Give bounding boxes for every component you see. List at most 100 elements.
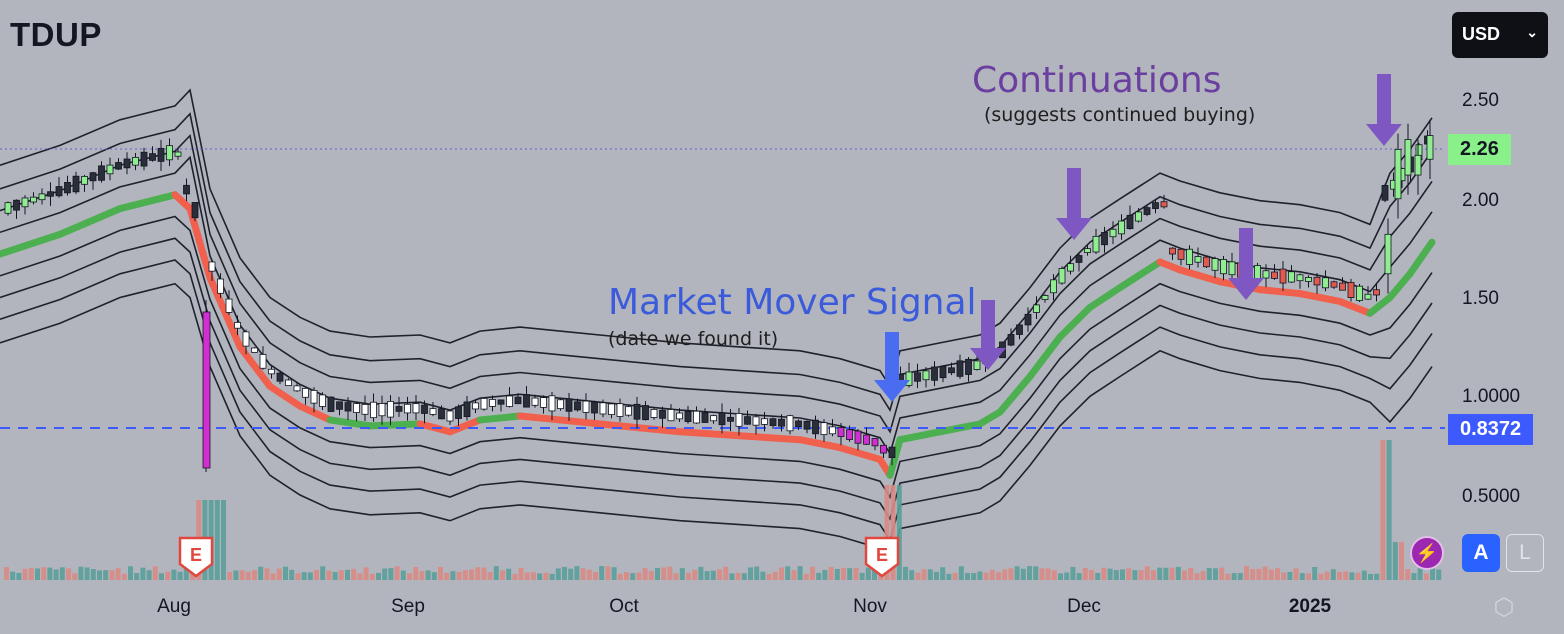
volume-bar xyxy=(791,570,797,580)
volume-bar xyxy=(952,572,958,580)
candle-body xyxy=(1092,235,1100,253)
volume-bar xyxy=(1070,566,1076,580)
candle-body xyxy=(540,397,547,408)
lightning-icon[interactable]: ⚡ xyxy=(1410,536,1444,570)
candle-body xyxy=(1288,271,1295,283)
continuation-arrow-4-head xyxy=(1366,124,1402,146)
volume-bar xyxy=(847,568,853,580)
settings-icon[interactable]: ⬡ xyxy=(1493,594,1515,621)
trend-line-segment xyxy=(736,432,804,444)
candle-body xyxy=(319,394,326,407)
trend-line-segment xyxy=(186,205,214,282)
candle-body xyxy=(948,367,955,374)
candle-body xyxy=(523,394,530,408)
candle-body xyxy=(208,261,216,272)
currency-selector[interactable]: USD ⌄ xyxy=(1452,12,1548,58)
volume-bar xyxy=(183,567,189,580)
volume-bar xyxy=(927,569,933,580)
volume-bar xyxy=(332,572,338,580)
candle-body xyxy=(429,408,437,415)
continuations-title: Continuations xyxy=(972,60,1222,101)
volume-bar xyxy=(1355,572,1361,580)
volume-bar xyxy=(661,567,667,580)
continuation-arrow-4-shaft xyxy=(1377,74,1391,126)
candle-body xyxy=(13,199,20,211)
volume-bar xyxy=(741,573,747,580)
envelope-band xyxy=(0,237,1433,521)
volume-bar xyxy=(1144,566,1150,580)
volume-bar xyxy=(1423,573,1429,580)
auto-scale-button[interactable]: A xyxy=(1462,534,1500,572)
trend-line-segment xyxy=(266,382,304,410)
envelope-band xyxy=(0,259,1433,543)
volume-bar xyxy=(735,572,741,580)
log-scale-button[interactable]: L xyxy=(1506,534,1544,572)
trend-line-segment xyxy=(1156,258,1184,274)
candle-body xyxy=(1067,263,1074,272)
volume-bar xyxy=(890,485,896,580)
volume-bar xyxy=(1002,569,1008,580)
candle-body xyxy=(285,379,292,386)
volume-bar xyxy=(1231,573,1237,580)
trend-line-segment xyxy=(836,444,884,463)
volume-bar xyxy=(996,572,1001,580)
volume-bar xyxy=(872,566,877,580)
candle-body xyxy=(268,368,275,375)
volume-bar xyxy=(841,567,846,580)
volume-bar xyxy=(376,572,381,580)
volume-bar xyxy=(673,573,679,580)
candle-body xyxy=(846,429,853,440)
volume-bar xyxy=(140,567,146,580)
candle-body xyxy=(548,395,556,412)
volume-bar xyxy=(816,572,822,580)
volume-bar xyxy=(971,573,977,580)
trend-line-segment xyxy=(0,230,64,258)
volume-bar xyxy=(667,566,673,580)
volume-bar xyxy=(1411,573,1417,580)
volume-bar xyxy=(512,573,518,580)
volume-bar xyxy=(1101,567,1107,580)
volume-bar xyxy=(903,566,908,580)
candle-body xyxy=(1050,279,1057,294)
volume-bar xyxy=(1138,570,1144,580)
volume-bar xyxy=(772,571,778,580)
candle-body xyxy=(905,371,913,386)
candle-body xyxy=(718,412,726,426)
volume-bar xyxy=(388,568,394,580)
candle-body xyxy=(1126,214,1134,229)
candle-body xyxy=(1414,154,1422,176)
price-tick-200: 2.00 xyxy=(1462,190,1499,211)
candle-body xyxy=(1169,247,1176,255)
candle-body xyxy=(752,416,760,426)
volume-bar xyxy=(258,566,264,580)
candle-body xyxy=(480,398,488,410)
trend-line-segment xyxy=(676,428,744,440)
candle-body xyxy=(1347,282,1355,298)
volume-bar xyxy=(884,485,890,580)
volume-bar xyxy=(531,572,536,580)
trend-line-segment xyxy=(1116,258,1164,292)
volume-bar xyxy=(1051,570,1057,580)
volume-bar xyxy=(1337,571,1342,580)
candle-body xyxy=(506,395,513,407)
candle-body xyxy=(795,420,802,428)
volume-bar xyxy=(121,573,127,580)
volume-bar xyxy=(921,569,927,580)
candle-body xyxy=(47,191,54,197)
volume-bar xyxy=(1399,542,1404,580)
candle-body xyxy=(1007,334,1015,346)
volume-bar xyxy=(1151,570,1156,580)
volume-bar xyxy=(270,573,276,580)
candle-body xyxy=(421,404,428,414)
candle-body xyxy=(1279,268,1287,284)
volume-bar xyxy=(1194,573,1200,580)
volume-bar xyxy=(1430,566,1435,580)
candle-body xyxy=(378,403,386,417)
candle-body xyxy=(1211,258,1219,271)
candle-body xyxy=(115,162,122,170)
volume-bar xyxy=(1349,572,1355,580)
candle-body xyxy=(64,182,71,194)
volume-bar xyxy=(754,566,760,580)
